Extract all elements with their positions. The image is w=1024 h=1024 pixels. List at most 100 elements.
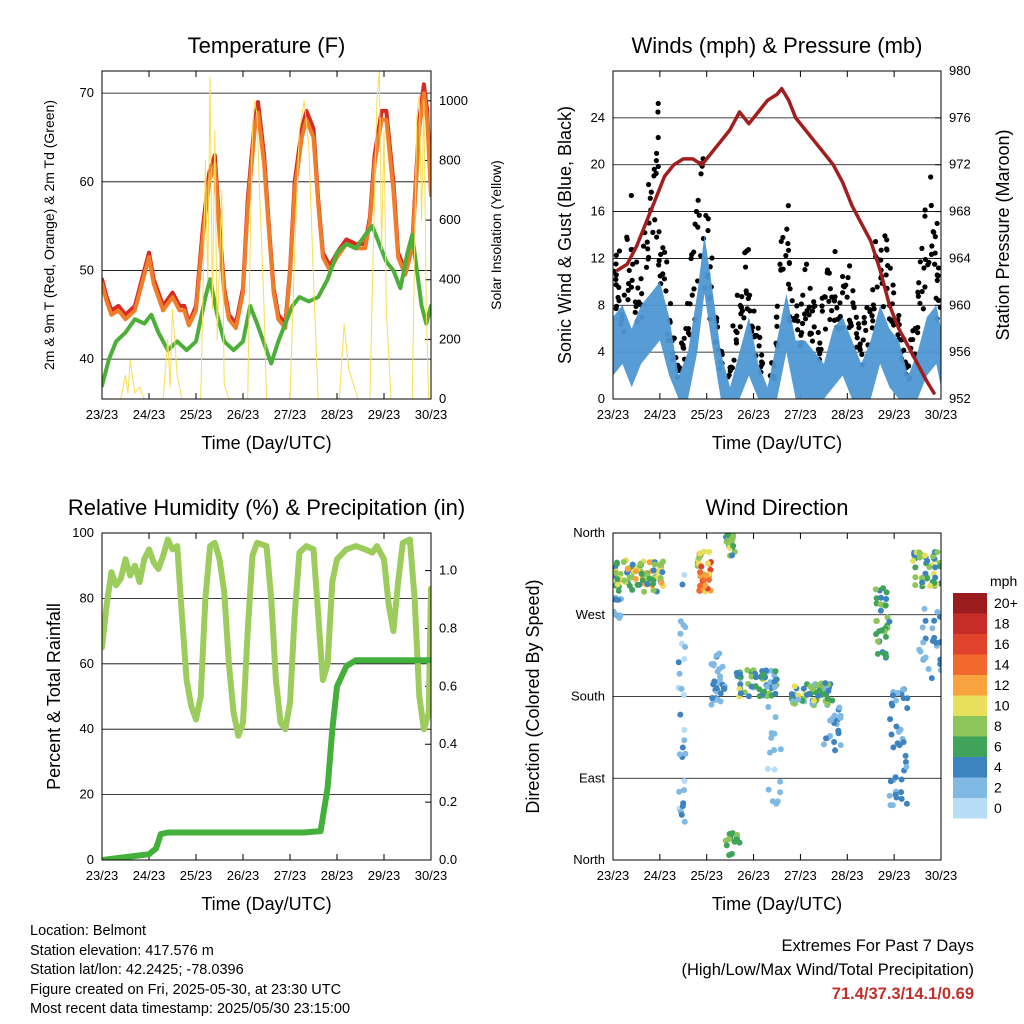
x-tick-label: 30/23 [925, 868, 958, 883]
gust-point [851, 304, 857, 311]
x-tick-label: 25/23 [690, 868, 723, 883]
direction-point [745, 693, 752, 700]
y2-tick-label: 956 [949, 344, 971, 359]
gust-point [656, 229, 662, 235]
gust-point [806, 304, 812, 310]
direction-point [816, 687, 823, 694]
gust-point [934, 220, 940, 227]
direction-point [872, 586, 879, 593]
gust-point [784, 226, 790, 232]
y-tick-label: West [576, 607, 606, 622]
gust-point [655, 134, 661, 141]
gust-point [688, 255, 694, 262]
panel-2: Relative Humidity (%) & Precipitation (i… [44, 495, 465, 914]
x-tick-label: 25/23 [180, 868, 213, 883]
direction-point [926, 564, 933, 571]
gust-point [789, 298, 795, 304]
gust-point [932, 250, 938, 256]
gust-point [746, 292, 753, 298]
gust-point [795, 327, 801, 333]
x-tick-label: 25/23 [180, 407, 213, 422]
direction-point [706, 548, 713, 555]
direction-point [682, 750, 689, 757]
direction-point [837, 742, 844, 749]
direction-point [771, 747, 778, 754]
direction-point [646, 559, 653, 566]
y-tick-label: 40 [80, 351, 94, 366]
solar-series [102, 71, 431, 399]
direction-point [717, 673, 724, 680]
gust-point [884, 237, 890, 243]
direction-point [737, 681, 744, 688]
direction-point [651, 561, 658, 568]
direction-point [927, 582, 934, 589]
direction-point [837, 714, 844, 721]
gust-point [613, 261, 619, 267]
plot-frame [101, 70, 432, 400]
direction-point [791, 683, 798, 690]
legend-swatch [953, 675, 987, 696]
gust-point [837, 300, 843, 306]
direction-point [676, 670, 683, 677]
gust-point [661, 276, 668, 282]
direction-point [629, 561, 636, 568]
direction-point [920, 655, 927, 662]
direction-point [696, 554, 703, 561]
direction-point [873, 631, 880, 638]
gust-point [799, 320, 806, 327]
direction-point [650, 567, 657, 574]
recent-timestamp-text: Most recent data timestamp: 2025/05/30 2… [30, 1001, 351, 1017]
direction-point [765, 704, 772, 711]
direction-point [882, 602, 889, 609]
gust-point [737, 324, 743, 330]
direction-point [748, 673, 755, 680]
direction-point [878, 594, 885, 601]
direction-point [910, 557, 917, 564]
y-tick-label: North [573, 852, 605, 867]
direction-point [904, 705, 911, 712]
direction-point [929, 637, 936, 644]
y-tick-label: 60 [80, 656, 94, 671]
x-tick-label: 26/23 [737, 868, 770, 883]
gust-point [809, 308, 816, 314]
direction-point [874, 650, 881, 657]
direction-point [679, 803, 686, 810]
direction-point [900, 686, 907, 693]
direction-point [931, 579, 938, 586]
gust-point [807, 285, 813, 291]
direction-point [919, 579, 926, 586]
gust-point [787, 286, 793, 292]
direction-point [625, 566, 632, 573]
legend-label: 20+ [994, 595, 1018, 611]
y2-tick-label: 600 [439, 212, 461, 227]
y2-tick-label: 964 [949, 250, 971, 265]
gust-point [692, 221, 698, 227]
direction-point [900, 739, 907, 746]
gust-point [807, 330, 813, 336]
extremes-panel: Extremes For Past 7 Days (High/Low/Max W… [681, 934, 974, 1006]
gust-point [698, 171, 704, 177]
x-tick-label: 26/23 [227, 868, 260, 883]
gust-point [637, 301, 643, 307]
gust-point [883, 246, 890, 252]
direction-point [824, 700, 831, 707]
direction-point [650, 577, 657, 584]
direction-point [676, 788, 683, 795]
direction-point [728, 850, 735, 857]
direction-point [681, 737, 688, 744]
gust-point [922, 284, 928, 290]
gust-point [780, 266, 786, 272]
direction-point [677, 618, 684, 625]
direction-point [916, 549, 923, 556]
direction-point [888, 700, 895, 707]
legend-label: 0 [994, 800, 1002, 816]
elevation-text: Station elevation: 417.576 m [30, 942, 214, 959]
y2-tick-label: 0.8 [439, 620, 457, 635]
direction-point [763, 683, 770, 690]
gust-point [809, 338, 816, 344]
gust-point [919, 288, 925, 295]
gust-point [644, 239, 650, 245]
gust-point [632, 309, 638, 315]
gust-point [846, 263, 853, 269]
direction-point [929, 625, 936, 632]
